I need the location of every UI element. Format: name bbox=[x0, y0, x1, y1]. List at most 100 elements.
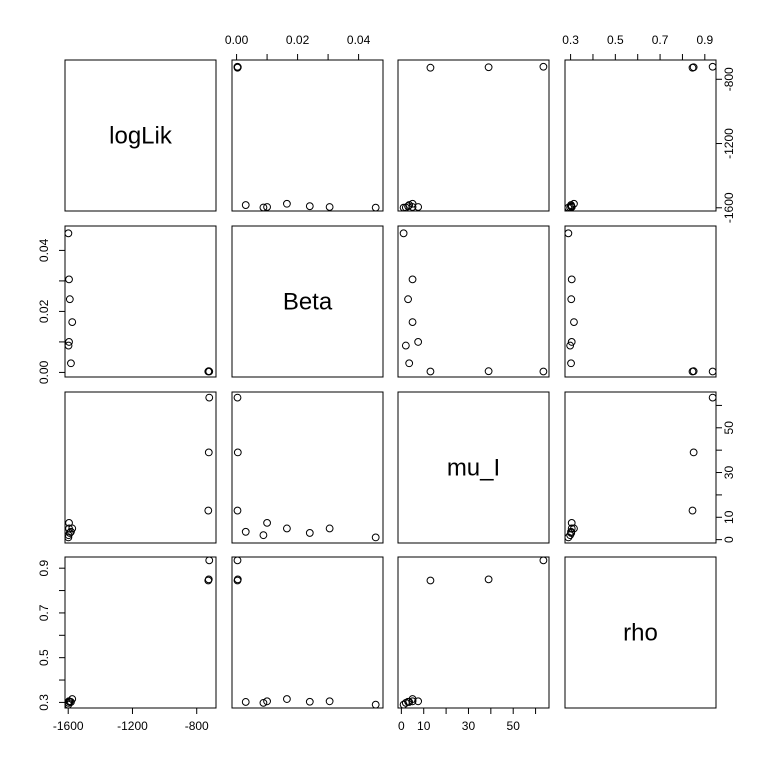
panel-frame bbox=[231, 556, 384, 709]
data-point-9 bbox=[708, 62, 717, 71]
panel-frame bbox=[564, 556, 717, 709]
x-tick-label: 0.9 bbox=[696, 33, 713, 47]
data-point-3 bbox=[283, 695, 291, 703]
x-tick-label: 30 bbox=[462, 719, 476, 733]
panel-rho-vs-logLik bbox=[64, 556, 217, 709]
data-point-8 bbox=[204, 575, 213, 584]
data-point-1 bbox=[325, 203, 334, 211]
data-point-9 bbox=[233, 62, 242, 71]
data-point-8 bbox=[484, 575, 493, 584]
x-tick-label: 0.00 bbox=[225, 33, 249, 47]
data-point-7 bbox=[426, 576, 435, 585]
data-point-8 bbox=[233, 448, 242, 457]
y-tick-label: 0 bbox=[722, 536, 736, 543]
x-tick-label: -800 bbox=[185, 719, 209, 733]
panel-frame bbox=[397, 59, 550, 212]
data-point-9 bbox=[539, 556, 548, 565]
y-tick-label: 0.5 bbox=[37, 649, 51, 666]
data-point-4 bbox=[414, 697, 423, 706]
y-tick-label: -1600 bbox=[722, 192, 736, 223]
panel-Beta-vs-Beta: Beta bbox=[231, 225, 384, 378]
panel-frame bbox=[231, 59, 384, 212]
data-point-4 bbox=[567, 338, 576, 346]
data-point-4 bbox=[263, 518, 271, 527]
data-point-7 bbox=[426, 367, 435, 376]
data-point-8 bbox=[484, 63, 493, 72]
data-point-8 bbox=[484, 367, 493, 376]
data-point-2 bbox=[305, 697, 314, 706]
panel-logLik-vs-Beta bbox=[231, 59, 384, 212]
panel-logLik-vs-rho bbox=[564, 59, 717, 212]
panel-Beta-vs-mu_I bbox=[397, 225, 550, 378]
data-point-1 bbox=[65, 275, 73, 284]
panel-frame bbox=[64, 225, 217, 378]
data-point-6 bbox=[405, 698, 414, 706]
y-tick-label: 0.9 bbox=[37, 560, 51, 577]
y-tick-label: 30 bbox=[722, 466, 736, 480]
panel-mu_I-vs-Beta bbox=[231, 391, 384, 544]
data-point-8 bbox=[689, 63, 698, 72]
data-point-0 bbox=[399, 229, 408, 238]
panel-mu_I-vs-rho bbox=[564, 391, 717, 544]
data-point-1 bbox=[567, 275, 576, 284]
y-tick-label: -1200 bbox=[722, 128, 736, 159]
variable-label-mu_I: mu_I bbox=[447, 455, 500, 482]
data-point-2 bbox=[567, 295, 576, 304]
data-point-4 bbox=[263, 203, 271, 211]
data-point-6 bbox=[241, 527, 250, 536]
data-point-8 bbox=[233, 575, 242, 584]
y-tick-label: 0.7 bbox=[37, 604, 51, 621]
panel-frame bbox=[64, 391, 217, 544]
panel-frame bbox=[564, 225, 717, 378]
data-point-6 bbox=[241, 698, 250, 706]
data-point-5 bbox=[259, 698, 268, 707]
x-tick-label: 0.7 bbox=[652, 33, 669, 47]
data-point-6 bbox=[241, 201, 250, 209]
data-point-6 bbox=[67, 698, 75, 706]
x-tick-label: 0.02 bbox=[286, 33, 310, 47]
data-point-0 bbox=[64, 229, 73, 238]
data-point-7 bbox=[688, 506, 697, 515]
y-tick-label: 50 bbox=[722, 421, 736, 435]
data-point-6 bbox=[405, 201, 414, 209]
data-point-7 bbox=[204, 506, 213, 515]
data-point-2 bbox=[404, 295, 412, 304]
panel-rho-vs-Beta bbox=[231, 556, 384, 709]
x-tick-label: 0.3 bbox=[562, 33, 579, 47]
y-tick-label: -800 bbox=[722, 67, 736, 91]
data-point-4 bbox=[414, 203, 423, 211]
panel-frame bbox=[397, 225, 550, 378]
panel-logLik-vs-mu_I bbox=[397, 59, 550, 212]
variable-label-rho: rho bbox=[623, 620, 658, 647]
panel-Beta-vs-rho bbox=[564, 225, 717, 378]
data-point-1 bbox=[408, 275, 417, 284]
panel-frame bbox=[64, 556, 217, 709]
x-tick-label: -1600 bbox=[53, 719, 84, 733]
data-point-5 bbox=[566, 531, 575, 540]
data-point-9 bbox=[708, 367, 717, 376]
data-point-0 bbox=[564, 229, 573, 238]
x-tick-label: 0.04 bbox=[347, 33, 371, 47]
data-point-8 bbox=[689, 367, 698, 376]
data-point-8 bbox=[689, 448, 698, 457]
data-point-5 bbox=[259, 531, 268, 540]
y-tick-label: 0.04 bbox=[37, 238, 51, 262]
data-point-9 bbox=[539, 62, 548, 71]
panel-frame bbox=[564, 59, 717, 212]
data-point-5 bbox=[401, 341, 410, 350]
data-point-6 bbox=[567, 359, 575, 368]
panel-rho-vs-rho: rho bbox=[564, 556, 717, 709]
data-point-9 bbox=[205, 556, 214, 565]
data-point-5 bbox=[401, 698, 410, 707]
data-point-9 bbox=[205, 393, 214, 402]
data-point-3 bbox=[283, 199, 291, 208]
data-point-4 bbox=[263, 697, 271, 706]
data-point-8 bbox=[204, 448, 213, 457]
panel-logLik-vs-logLik: logLik bbox=[64, 59, 217, 212]
data-point-9 bbox=[539, 367, 548, 376]
panel-frame bbox=[231, 225, 384, 378]
panel-rho-vs-mu_I bbox=[397, 556, 550, 709]
panel-mu_I-vs-logLik bbox=[64, 391, 217, 544]
panel-mu_I-vs-mu_I: mu_I bbox=[397, 391, 550, 544]
